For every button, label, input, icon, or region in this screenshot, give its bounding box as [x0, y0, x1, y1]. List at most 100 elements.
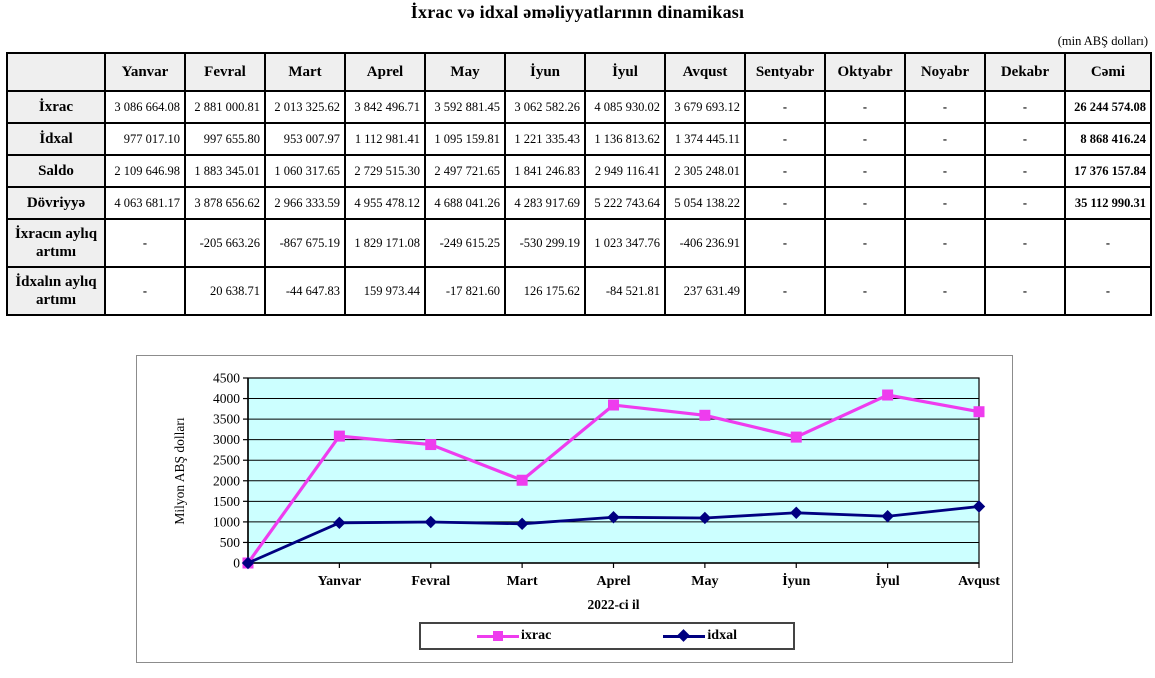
chart-legend: ixrac idxal: [419, 622, 795, 650]
legend-item-idxal: idxal: [663, 628, 737, 644]
legend-item-ixrac: ixrac: [477, 628, 551, 644]
column-header: İyun: [504, 52, 586, 92]
row-label: İxrac: [6, 90, 106, 124]
idxal-marker: [241, 556, 255, 570]
table-cell: 2 881 000.81: [184, 90, 266, 124]
table-cell: 1 023 347.76: [584, 218, 666, 268]
idxal-marker: [515, 517, 529, 531]
ixrac-marker: [790, 431, 802, 443]
table-cell: 3 086 664.08: [104, 90, 186, 124]
table-cell: 237 631.49: [664, 266, 746, 316]
y-tick-label: 3500: [213, 412, 240, 427]
column-header: Yanvar: [104, 52, 186, 92]
table-cell: -: [984, 218, 1066, 268]
row-label: İxracın aylıq artımı: [6, 218, 106, 268]
table-cell: 159 973.44: [344, 266, 426, 316]
table-cell: -84 521.81: [584, 266, 666, 316]
table-row: İxrac 3 086 664.08 2 881 000.81 2 013 325.6…: [6, 90, 1152, 124]
table-cell: -: [824, 154, 906, 188]
x-tick-label: İyun: [782, 572, 810, 589]
table-cell: 1 374 445.11: [664, 122, 746, 156]
table-cell: -205 663.26: [184, 218, 266, 268]
ixrac-marker: [882, 389, 894, 401]
table-cell: 2 497 721.65: [424, 154, 506, 188]
table-cell: -867 675.19: [264, 218, 346, 268]
idxal-marker: [607, 511, 620, 524]
ixrac-marker: [333, 430, 345, 442]
table-cell: 1 136 813.62: [584, 122, 666, 156]
table-cell: -: [744, 218, 826, 268]
table-cell: 2 305 248.01: [664, 154, 746, 188]
table-row: Saldo 2 109 646.98 1 883 345.01 1 060 317.6…: [6, 154, 1152, 188]
table-cell: -: [904, 154, 986, 188]
table-cell: 5 054 138.22: [664, 186, 746, 220]
table-cell: 1 112 981.41: [344, 122, 426, 156]
legend-label: ixrac: [521, 628, 552, 643]
column-header: Noyabr: [904, 52, 986, 92]
idxal-marker: [972, 500, 986, 513]
table-cell: -530 299.19: [504, 218, 586, 268]
y-tick-label: 2000: [213, 473, 240, 488]
table-cell: 3 592 881.45: [424, 90, 506, 124]
table-row: İxracın aylıq artımı - -205 663.26 -867 675…: [6, 218, 1152, 268]
data-table: Yanvar Fevral Mart Aprel May İyun İyul Avqust Se…: [6, 52, 1152, 316]
table-cell: 3 062 582.26: [504, 90, 586, 124]
column-header: May: [424, 52, 506, 92]
x-tick-label: Mart: [507, 574, 538, 589]
table-cell: -406 236.91: [664, 218, 746, 268]
table-cell: -: [904, 90, 986, 124]
table-cell: 997 655.80: [184, 122, 266, 156]
table-cell: -: [1064, 266, 1152, 316]
ixrac-marker: [425, 439, 437, 451]
table-cell: -: [824, 186, 906, 220]
table-cell: 5 222 743.64: [584, 186, 666, 220]
page-title: İxrac və idxal əməliyyatlarının dinamika…: [410, 2, 745, 22]
column-header: Sentyabr: [744, 52, 826, 92]
x-tick-label: Avqust: [958, 574, 1000, 589]
table-cell: 17 376 157.84: [1064, 154, 1152, 188]
table-cell: 2 949 116.41: [584, 154, 666, 188]
table-cell: -: [984, 90, 1066, 124]
ixrac-marker: [516, 474, 528, 486]
table-row: İdxalın aylıq artımı -20 638.71 -44 647.83…: [6, 266, 1152, 316]
table-cell: 4 063 681.17: [104, 186, 186, 220]
legend-label: idxal: [707, 628, 737, 643]
table-cell: -: [104, 266, 186, 316]
table-cell: 1 841 246.83: [504, 154, 586, 188]
table-cell: 2 966 333.59: [264, 186, 346, 220]
x-tick-label: İyul: [876, 572, 900, 589]
column-header: Oktyabr: [824, 52, 906, 92]
table-cell: -: [744, 122, 826, 156]
corner-header: [6, 52, 106, 92]
table-cell: 2 729 515.30: [344, 154, 426, 188]
table-cell: 3 878 656.62: [184, 186, 266, 220]
x-tick-label: Fevral: [411, 574, 450, 589]
table-cell: -: [904, 218, 986, 268]
row-label: İdxal: [6, 122, 106, 156]
column-header: Dekabr: [984, 52, 1066, 92]
ixrac-marker: [973, 406, 985, 418]
table-cell: -: [744, 154, 826, 188]
table-row: İdxal 977 017.10 997 655.80 953 007.97 1 112…: [6, 122, 1152, 156]
ixrac-marker: [608, 399, 619, 411]
idxal-marker: [881, 510, 894, 523]
y-tick-label: 4500: [213, 371, 240, 386]
table-cell: -: [824, 266, 906, 316]
table-cell: 4 085 930.02: [584, 90, 666, 124]
table-cell: -: [824, 218, 906, 268]
x-tick-label: Aprel: [597, 574, 631, 589]
table-cell: -: [904, 186, 986, 220]
unit-note: (min ABŞ dolları): [1057, 34, 1148, 48]
table-cell: -: [824, 90, 906, 124]
table-cell: 1 883 345.01: [184, 154, 266, 188]
idxal-marker: [424, 515, 437, 529]
table-cell: -: [904, 266, 986, 316]
y-tick-label: 500: [220, 535, 241, 550]
idxal-marker: [333, 516, 346, 530]
table-cell: -: [904, 122, 986, 156]
table-cell: 1 829 171.08: [344, 218, 426, 268]
y-tick-label: 4000: [213, 391, 240, 406]
table-row: Dövriyyə 4 063 681.17 3 878 656.62 2 966 33…: [6, 186, 1152, 220]
table-cell: -: [984, 186, 1066, 220]
table-cell: 2 013 325.62: [264, 90, 346, 124]
